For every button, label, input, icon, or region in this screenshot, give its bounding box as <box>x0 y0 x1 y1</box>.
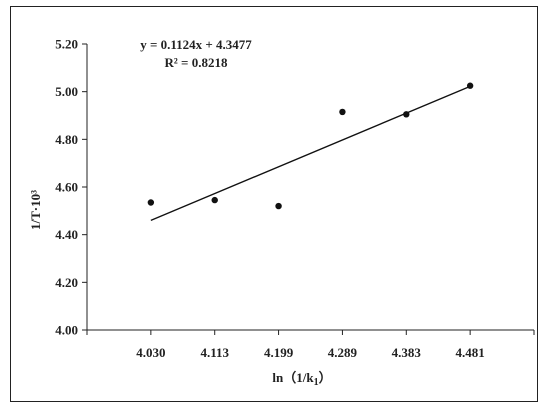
y-tick-label: 5.20 <box>55 37 78 52</box>
chart-frame <box>10 6 538 402</box>
data-point <box>339 108 346 116</box>
trendline <box>150 85 471 221</box>
data-point <box>275 202 282 210</box>
x-axis-title: ln（1/k1） <box>272 370 331 388</box>
x-tick-label: 4.481 <box>456 345 485 360</box>
trendline-equation: y = 0.1124x + 4.3477 <box>140 37 252 52</box>
x-axis-title-main: ln（1/k <box>272 370 314 385</box>
data-point <box>147 199 155 206</box>
y-tick-label: 5.00 <box>55 84 78 99</box>
y-tick-label: 4.20 <box>55 275 78 290</box>
x-tick-label: 4.030 <box>136 345 165 360</box>
x-tick-label: 4.289 <box>328 345 358 360</box>
x-axis-ticks: 4.030 4.113 4.199 4.289 4.383 4.481 <box>86 330 535 360</box>
data-point <box>211 196 218 204</box>
y-tick-label: 4.00 <box>55 323 78 338</box>
trendline-group <box>150 85 471 221</box>
y-axis-ticks: 4.00 4.20 4.40 4.60 4.80 5.00 5.20 <box>55 37 87 338</box>
x-tick-label: 4.383 <box>392 345 422 360</box>
x-axis-title-subscript: 1 <box>314 377 319 388</box>
x-tick-label: 4.199 <box>264 345 294 360</box>
y-axis-title: 1/T·10³ <box>28 190 43 230</box>
x-tick-label: 4.113 <box>200 345 229 360</box>
y-tick-label: 4.40 <box>55 227 78 242</box>
data-point <box>403 111 410 118</box>
y-tick-label: 4.80 <box>55 132 78 147</box>
data-points <box>147 82 474 210</box>
axes <box>86 44 534 331</box>
data-point <box>466 82 474 89</box>
x-axis-title-close: ） <box>319 370 332 385</box>
trendline-r-squared: R² = 0.8218 <box>165 55 228 70</box>
y-tick-label: 4.60 <box>55 180 78 195</box>
